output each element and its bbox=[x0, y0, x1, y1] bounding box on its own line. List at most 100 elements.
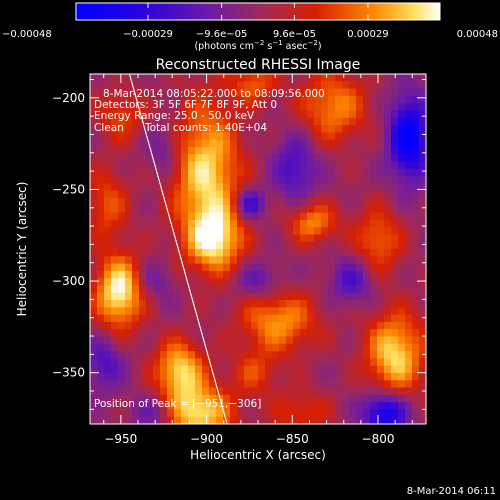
heatmap-cell bbox=[209, 387, 217, 396]
heatmap-cell bbox=[300, 219, 308, 228]
heatmap-cell bbox=[202, 168, 210, 177]
heatmap-cell bbox=[188, 125, 196, 133]
heatmap-cell bbox=[104, 365, 112, 374]
heatmap-cell bbox=[223, 416, 231, 424]
heatmap-cell bbox=[230, 351, 238, 359]
heatmap-cell bbox=[167, 249, 175, 257]
heatmap-cell bbox=[251, 212, 259, 221]
heatmap-cell bbox=[398, 146, 406, 155]
heatmap-cell bbox=[293, 74, 301, 82]
heatmap-cell bbox=[111, 321, 119, 330]
heatmap-cell bbox=[328, 285, 336, 294]
heatmap-cell bbox=[139, 81, 147, 90]
heatmap-cell bbox=[419, 394, 426, 403]
heatmap-cell bbox=[258, 343, 266, 352]
heatmap-cell bbox=[146, 365, 154, 374]
heatmap-cell bbox=[342, 300, 350, 308]
heatmap-cell bbox=[370, 380, 378, 389]
heatmap-cell bbox=[230, 402, 238, 411]
heatmap-cell bbox=[223, 183, 231, 192]
heatmap-cell bbox=[265, 95, 273, 104]
heatmap-cell bbox=[111, 154, 119, 163]
heatmap-cell bbox=[139, 74, 147, 82]
heatmap-cell bbox=[237, 234, 245, 243]
heatmap-cell bbox=[118, 234, 126, 243]
heatmap-cell bbox=[118, 176, 126, 184]
heatmap-cell bbox=[209, 190, 217, 199]
heatmap-cell bbox=[251, 234, 259, 243]
heatmap-cell bbox=[97, 132, 105, 141]
heatmap-cell bbox=[167, 205, 175, 214]
heatmap-cell bbox=[97, 314, 105, 323]
heatmap-cell bbox=[195, 365, 203, 374]
heatmap-cell bbox=[195, 343, 203, 352]
heatmap-cell bbox=[412, 103, 420, 112]
heatmap-cell bbox=[384, 270, 392, 279]
heatmap-cell bbox=[181, 314, 189, 323]
heatmap-cell bbox=[300, 270, 308, 279]
heatmap-cell bbox=[104, 372, 112, 381]
heatmap-cell bbox=[244, 336, 252, 345]
heatmap-cell bbox=[125, 351, 133, 359]
heatmap-cell bbox=[363, 212, 371, 221]
heatmap-cell bbox=[202, 132, 210, 141]
y-tick-label: −300 bbox=[52, 274, 85, 288]
heatmap-cell bbox=[97, 263, 105, 272]
heatmap-cell bbox=[391, 329, 399, 338]
heatmap-cell bbox=[209, 117, 217, 126]
heatmap-cell bbox=[265, 292, 273, 301]
heatmap-cell bbox=[216, 183, 224, 192]
heatmap-cell bbox=[230, 380, 238, 389]
heatmap-cell bbox=[223, 321, 231, 330]
heatmap-cell bbox=[111, 219, 119, 228]
heatmap-cell bbox=[391, 372, 399, 381]
heatmap-cell bbox=[377, 234, 385, 243]
heatmap-cell bbox=[412, 321, 420, 330]
heatmap-cell bbox=[363, 343, 371, 352]
heatmap-cell bbox=[132, 402, 140, 411]
heatmap-cell bbox=[370, 256, 378, 265]
heatmap-cell bbox=[97, 372, 105, 381]
heatmap-cell bbox=[230, 234, 238, 243]
heatmap-cell bbox=[223, 329, 231, 338]
heatmap-cell bbox=[167, 307, 175, 316]
heatmap-cell bbox=[391, 212, 399, 221]
heatmap-cell bbox=[251, 409, 259, 418]
heatmap-cell bbox=[300, 125, 308, 133]
heatmap-cell bbox=[384, 110, 392, 119]
heatmap-cell bbox=[118, 270, 126, 279]
heatmap-cell bbox=[405, 409, 413, 418]
heatmap-cell bbox=[244, 263, 252, 272]
heatmap-cell bbox=[251, 358, 259, 367]
heatmap-cell bbox=[314, 285, 322, 294]
heatmap-cell bbox=[342, 358, 350, 367]
heatmap-cell bbox=[223, 74, 231, 82]
heatmap-cell bbox=[419, 380, 426, 389]
heatmap-cell bbox=[111, 190, 119, 199]
heatmap-cell bbox=[384, 205, 392, 214]
heatmap-cell bbox=[377, 372, 385, 381]
heatmap-cell bbox=[398, 321, 406, 330]
heatmap-cell bbox=[391, 81, 399, 90]
heatmap-cell bbox=[97, 227, 105, 236]
heatmap-cell bbox=[223, 154, 231, 163]
heatmap-cell bbox=[314, 168, 322, 177]
heatmap-cell bbox=[265, 81, 273, 90]
heatmap-cell bbox=[111, 176, 119, 184]
heatmap-cell bbox=[377, 176, 385, 184]
heatmap-cell bbox=[335, 285, 343, 294]
heatmap-cell bbox=[125, 402, 133, 411]
heatmap-cell bbox=[195, 125, 203, 133]
heatmap-cell bbox=[230, 81, 238, 90]
heatmap-cell bbox=[202, 139, 210, 148]
heatmap-cell bbox=[139, 336, 147, 345]
heatmap-cell bbox=[188, 351, 196, 359]
heatmap-cell bbox=[377, 387, 385, 396]
heatmap-cell bbox=[97, 285, 105, 294]
heatmap-cell bbox=[328, 241, 336, 250]
colorbar bbox=[75, 2, 441, 21]
heatmap-cell bbox=[139, 314, 147, 323]
heatmap-cell bbox=[118, 205, 126, 214]
heatmap-cell bbox=[223, 292, 231, 301]
heatmap-cell bbox=[188, 278, 196, 287]
